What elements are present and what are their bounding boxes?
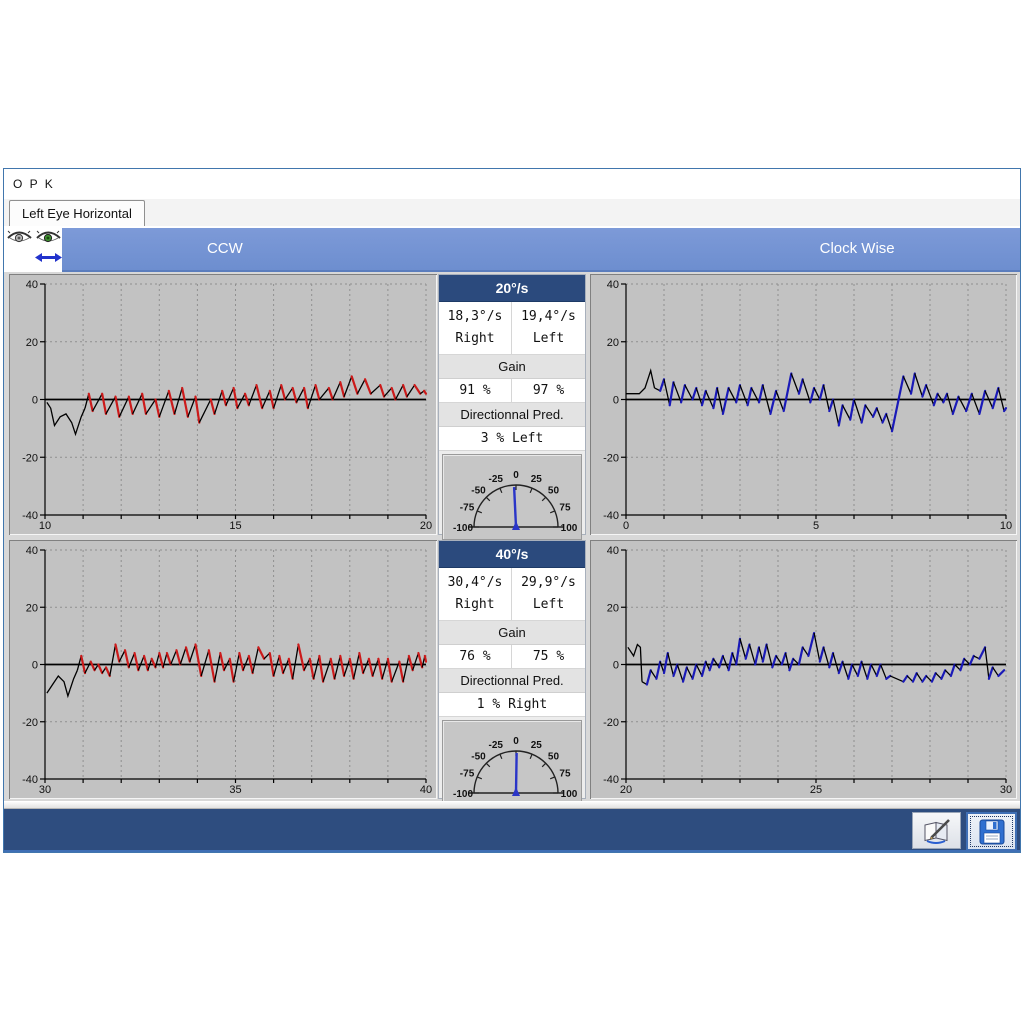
svg-text:-40: -40 [22,510,38,522]
svg-text:-75: -75 [460,769,475,780]
svg-text:0: 0 [613,395,619,407]
svg-text:20: 20 [26,337,38,349]
gain-left-value: 75 % [532,649,565,664]
svg-text:30: 30 [39,784,51,796]
tab-strip: Left Eye Horizontal [4,199,1020,226]
svg-text:0: 0 [513,470,519,481]
ccw-header-label: CCW [206,239,243,257]
speed-panel-40: 40°/s 30,4°/s Right 29,9°/s Left Gain 76… [438,540,586,806]
gain-right-value: 91 % [439,379,512,402]
eye-selector [4,226,62,272]
svg-text:-100: -100 [453,523,473,534]
left-velocity-cell: 19,4°/s Left [521,309,576,346]
svg-text:75: 75 [559,503,571,514]
svg-text:40: 40 [607,279,619,291]
right-velocity-cell: 18,3°/s Right [439,302,512,354]
speed-header-20: 20°/s [439,275,585,302]
svg-text:35: 35 [229,784,241,796]
gain-label: Gain [439,621,585,645]
svg-text:20: 20 [607,602,619,614]
header-band: CCW Clock Wise [4,226,1020,272]
svg-text:5: 5 [813,520,819,532]
save-floppy-icon [979,819,1004,844]
left-eye-icon[interactable] [35,229,62,246]
svg-text:-25: -25 [488,474,503,485]
svg-text:0: 0 [623,520,629,532]
tab-label: Left Eye Horizontal [22,206,132,221]
chart-clockwise-40: -40 -20 0 20 40 20 25 30 [590,540,1017,799]
svg-text:20: 20 [420,520,432,532]
svg-text:0: 0 [32,395,38,407]
horizontal-arrow-icon [35,250,62,262]
svg-text:-100: -100 [453,789,473,800]
svg-text:50: 50 [548,486,560,497]
report-pencil-icon [924,818,950,844]
tab-left-eye-horizontal[interactable]: Left Eye Horizontal [9,200,145,226]
svg-text:-20: -20 [603,717,619,729]
window-title: O P K [13,177,55,191]
charts-area: -40 -20 0 20 40 10 15 20 20°/s 18,3°/s Right 19… [4,272,1020,806]
chart-ccw-40: -40 -20 0 20 40 30 35 40 [9,540,437,799]
svg-text:25: 25 [531,740,543,751]
svg-text:-20: -20 [22,717,38,729]
svg-text:-40: -40 [603,774,619,786]
directional-pred-label: Directionnal Pred. [439,403,585,427]
direction-header: CCW Clock Wise [62,228,1020,272]
svg-text:25: 25 [531,474,543,485]
svg-text:-50: -50 [471,486,486,497]
svg-text:10: 10 [1000,520,1012,532]
svg-text:100: 100 [561,789,578,800]
svg-text:40: 40 [26,545,38,557]
svg-text:25: 25 [810,784,822,796]
svg-text:100: 100 [561,523,578,534]
svg-text:0: 0 [513,736,519,747]
title-bar: O P K [4,169,1020,199]
chart-ccw-20: -40 -20 0 20 40 10 15 20 [9,274,437,535]
direction-gauge-40: -100 -75 -50 -25 0 25 50 75 100 [442,720,582,806]
svg-text:-40: -40 [603,510,619,522]
gain-label: Gain [439,355,585,379]
speed-panel-20: 20°/s 18,3°/s Right 19,4°/s Left Gain 91… [438,274,586,540]
gain-left-value: 97 % [532,383,565,398]
bottom-groove [4,801,1020,809]
svg-text:-25: -25 [488,740,503,751]
direction-gauge-20: -100 -75 -50 -25 0 25 50 75 100 [442,454,582,540]
svg-text:0: 0 [613,660,619,672]
svg-text:40: 40 [420,784,432,796]
svg-text:50: 50 [548,752,560,763]
svg-text:-20: -20 [22,452,38,464]
svg-text:-75: -75 [460,503,475,514]
svg-text:15: 15 [229,520,241,532]
chart-clockwise-20: -40 -20 0 20 40 0 5 10 [590,274,1017,535]
svg-text:75: 75 [559,769,571,780]
clockwise-header-label: Clock Wise [819,239,895,257]
svg-text:-20: -20 [603,452,619,464]
svg-text:40: 40 [26,279,38,291]
opk-window: O P K Left Eye Horizontal [3,168,1021,853]
svg-text:30: 30 [1000,784,1012,796]
directional-pred-value: 1 % Right [439,693,585,717]
right-velocity-cell: 30,4°/s Right [439,568,512,620]
gain-right-value: 76 % [439,645,512,668]
svg-text:40: 40 [607,545,619,557]
speed-header-40: 40°/s [439,541,585,568]
left-velocity-cell: 29,9°/s Left [521,575,576,612]
directional-pred-label: Directionnal Pred. [439,669,585,693]
bottom-toolbar [4,809,1020,852]
svg-text:0: 0 [32,660,38,672]
svg-text:20: 20 [26,602,38,614]
svg-text:20: 20 [607,337,619,349]
directional-pred-value: 3 % Left [439,427,585,451]
svg-text:-40: -40 [22,774,38,786]
svg-text:-50: -50 [471,752,486,763]
svg-text:10: 10 [39,520,51,532]
save-button[interactable] [966,812,1017,851]
right-eye-icon[interactable] [6,229,33,246]
svg-text:20: 20 [620,784,632,796]
report-button[interactable] [912,812,961,849]
